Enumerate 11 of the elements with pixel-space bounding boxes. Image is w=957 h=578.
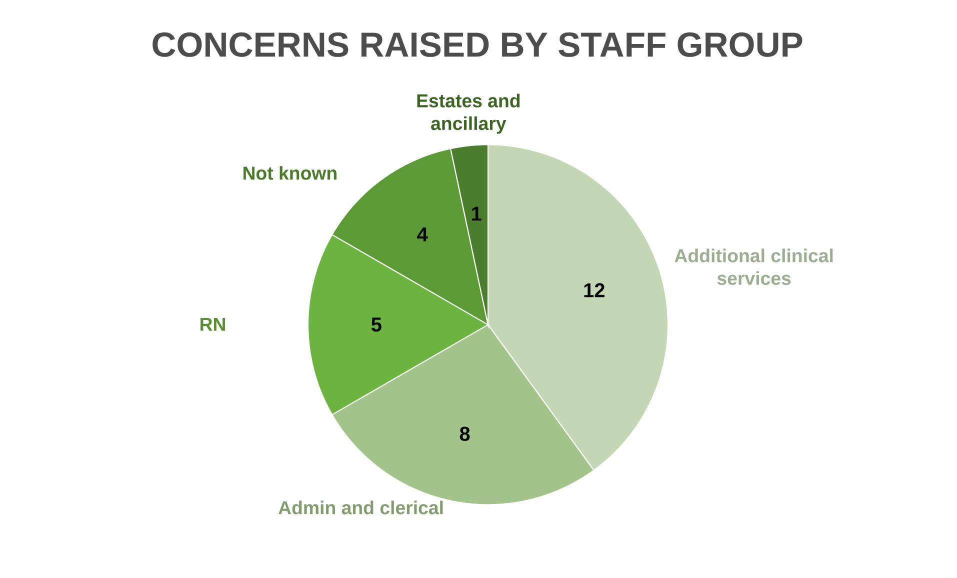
data-label: 12 <box>584 283 604 298</box>
slice-label: Admin and clerical <box>278 500 443 514</box>
slice-label: Estates and ancillary <box>417 94 520 134</box>
data-label: 8 <box>460 426 470 441</box>
data-label: 1 <box>472 206 482 221</box>
chart-title: CONCERNS RAISED BY STAFF GROUP <box>152 32 802 57</box>
slice-label: Additional clinical services <box>674 248 833 285</box>
data-label: 5 <box>371 318 382 332</box>
slice-label: Not known <box>243 166 336 180</box>
data-label: 4 <box>417 227 428 242</box>
slice-label: RN <box>200 318 225 331</box>
